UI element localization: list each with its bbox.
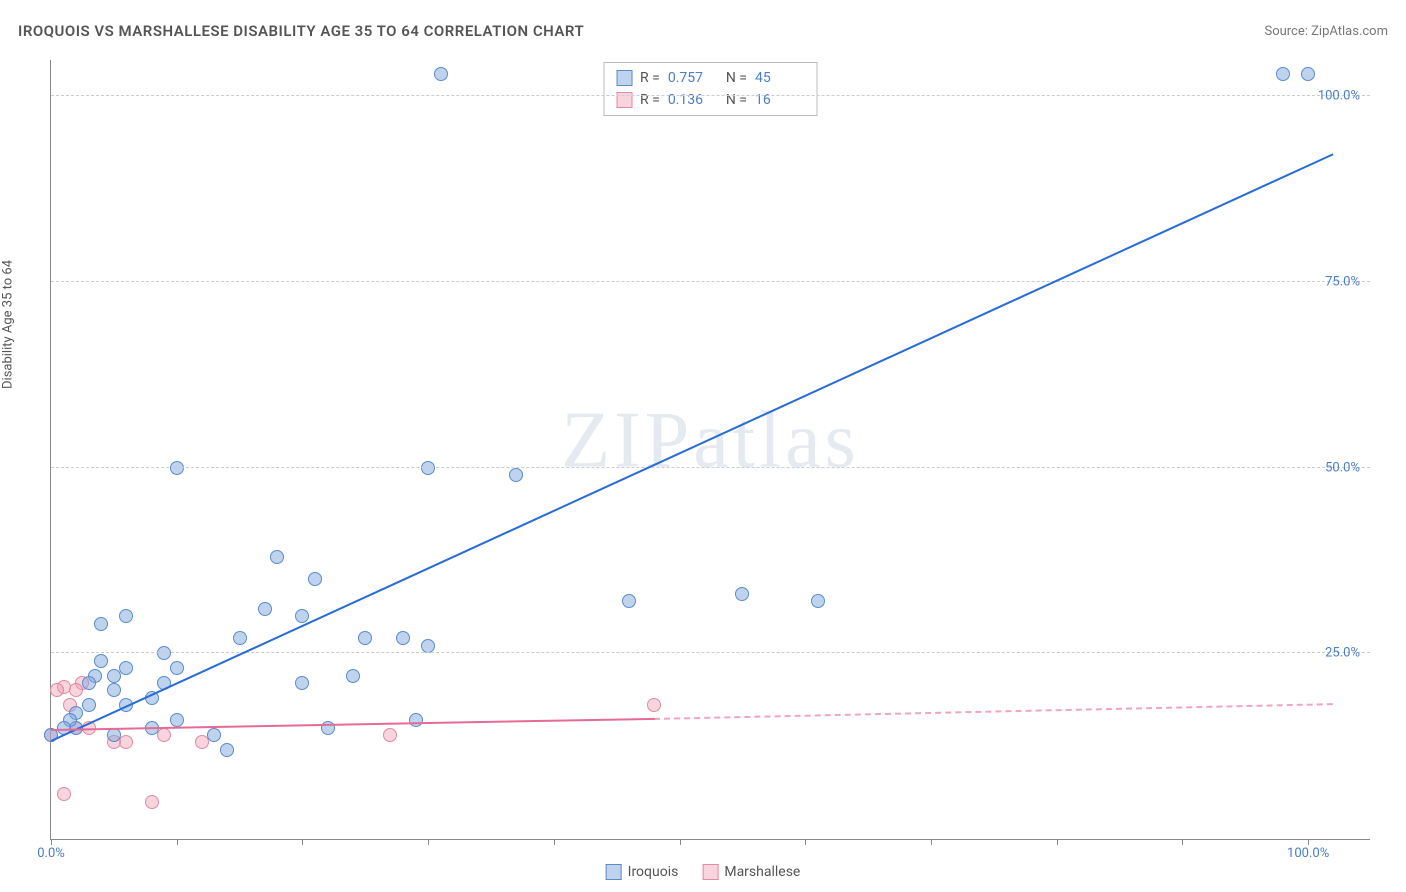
plot-area: ZIPatlas R = 0.757 N = 45 R = 0.136 N = … [50,60,1370,840]
x-tick [302,839,303,845]
trend-line [51,154,1334,743]
gridline [51,652,1370,653]
iroquois-swatch-icon [616,70,632,86]
scatter-point [346,669,360,683]
legend-item-iroquois: Iroquois [606,864,679,880]
legend-label: Marshallese [724,864,800,880]
x-tick [1182,839,1183,845]
source-attribution: Source: ZipAtlas.com [1264,24,1388,39]
x-tick [1057,839,1058,845]
x-tick [805,839,806,845]
legend-stats-box: R = 0.757 N = 45 R = 0.136 N = 16 [603,62,818,116]
legend-item-marshallese: Marshallese [702,864,800,880]
scatter-point [421,639,435,653]
scatter-point [409,713,423,727]
scatter-point [383,728,397,742]
scatter-point [1301,67,1315,81]
scatter-point [94,654,108,668]
x-tick [428,839,429,845]
scatter-point [434,67,448,81]
scatter-point [321,721,335,735]
x-tick-label: 100.0% [1287,846,1329,861]
scatter-point [82,698,96,712]
scatter-point [270,550,284,564]
scatter-point [82,676,96,690]
trend-line [654,703,1333,720]
scatter-point [509,468,523,482]
scatter-point [107,683,121,697]
scatter-point [396,631,410,645]
scatter-point [50,683,64,697]
scatter-point [207,728,221,742]
scatter-point [119,609,133,623]
x-tick [680,839,681,845]
x-tick [51,839,52,845]
y-tick-label: 50.0% [1325,460,1360,475]
y-tick-label: 25.0% [1325,646,1360,661]
x-tick [177,839,178,845]
x-tick [931,839,932,845]
y-tick-label: 75.0% [1325,274,1360,289]
chart-title: IROQUOIS VS MARSHALLESE DISABILITY AGE 3… [18,22,584,40]
iroquois-swatch-icon [606,864,622,880]
gridline [51,95,1370,96]
scatter-point [170,461,184,475]
y-tick-label: 100.0% [1318,89,1360,104]
scatter-point [647,698,661,712]
scatter-point [1276,67,1290,81]
scatter-point [94,617,108,631]
marshallese-swatch-icon [702,864,718,880]
watermark: ZIPatlas [561,395,860,486]
scatter-point [220,743,234,757]
scatter-point [233,631,247,645]
scatter-point [57,787,71,801]
bottom-legend: Iroquois Marshallese [606,864,801,880]
x-tick-label: 0.0% [37,846,65,861]
scatter-point [811,594,825,608]
scatter-point [295,676,309,690]
scatter-point [107,669,121,683]
scatter-point [107,728,121,742]
scatter-point [308,572,322,586]
scatter-point [622,594,636,608]
trend-line [51,718,654,731]
scatter-point [358,631,372,645]
scatter-point [119,661,133,675]
scatter-point [735,587,749,601]
scatter-point [157,728,171,742]
gridline [51,467,1370,468]
gridline [51,281,1370,282]
scatter-point [119,735,133,749]
scatter-point [295,609,309,623]
scatter-point [195,735,209,749]
scatter-point [258,602,272,616]
scatter-point [69,683,83,697]
scatter-point [170,661,184,675]
x-tick [1308,839,1309,845]
legend-stats-row-marshallese: R = 0.136 N = 16 [616,89,805,111]
scatter-point [170,713,184,727]
x-tick [554,839,555,845]
legend-label: Iroquois [628,864,679,880]
scatter-point [421,461,435,475]
scatter-point [145,795,159,809]
legend-stats-row-iroquois: R = 0.757 N = 45 [616,67,805,89]
y-axis-label: Disability Age 35 to 64 [1,260,16,389]
scatter-point [157,646,171,660]
